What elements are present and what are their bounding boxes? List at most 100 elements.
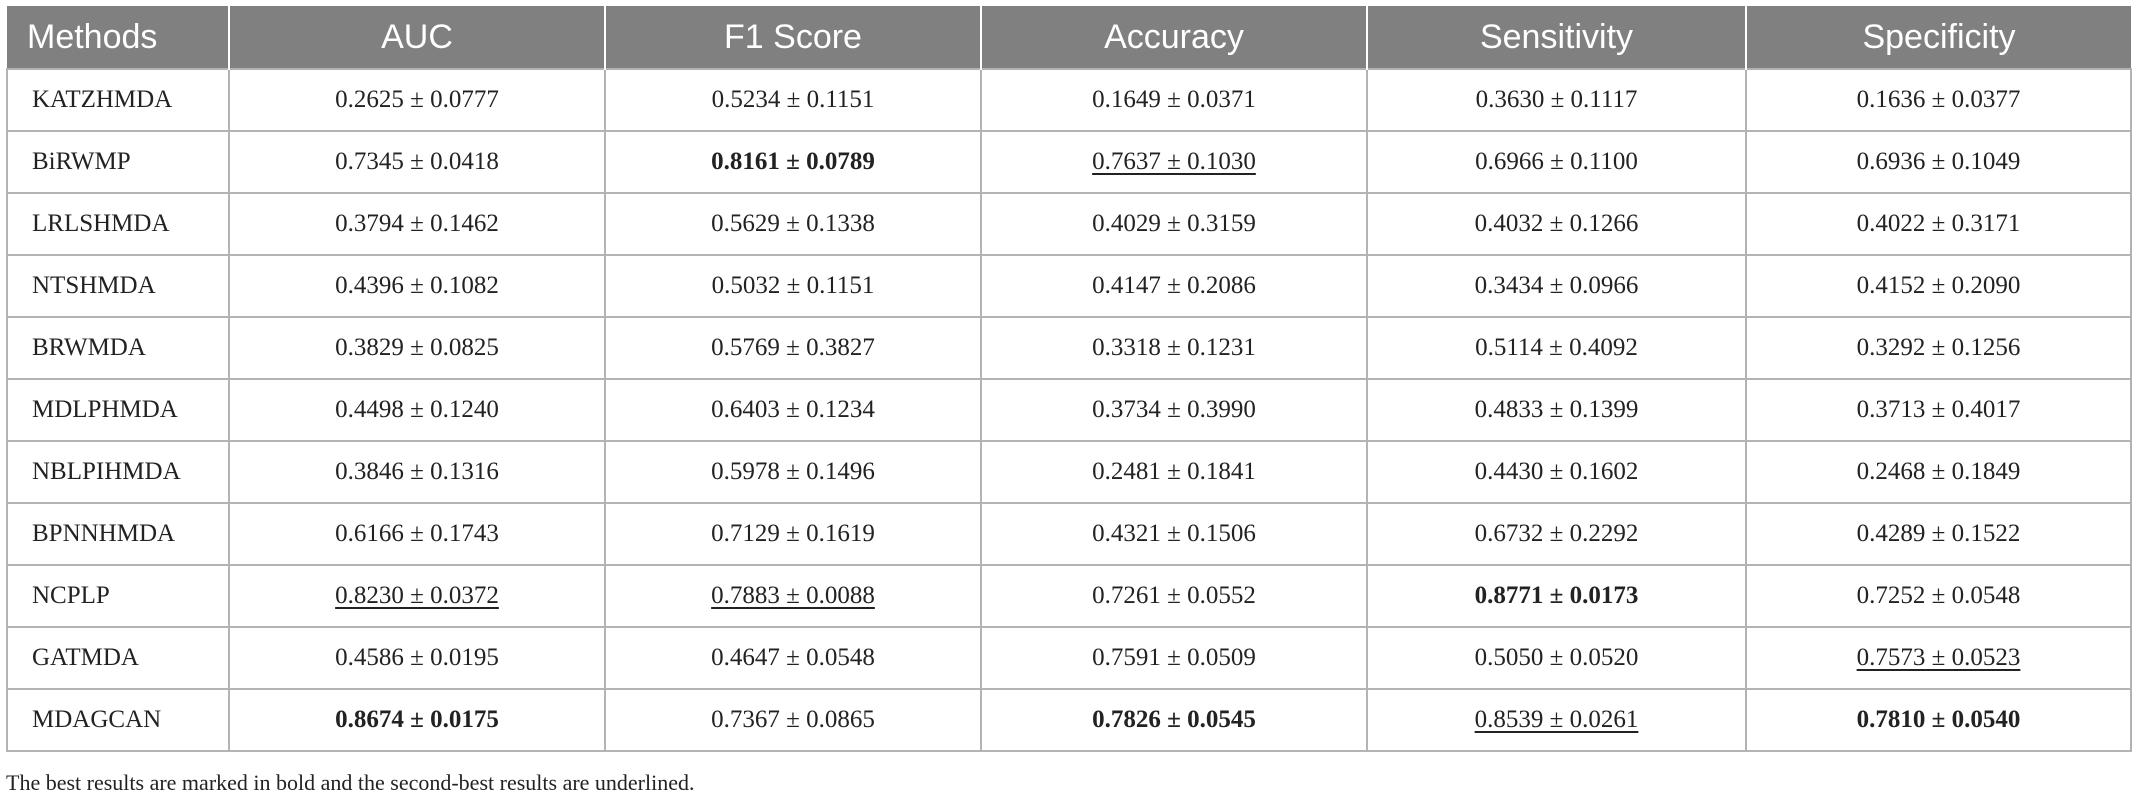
- accuracy-cell: 0.2481 ± 0.1841: [980, 440, 1368, 504]
- method-name-cell: MDLPHMDA: [6, 378, 230, 442]
- auc-value: 0.8674 ± 0.0175: [335, 706, 499, 733]
- sensitivity-cell: 0.8539 ± 0.0261: [1366, 688, 1747, 752]
- accuracy-cell: 0.3734 ± 0.3990: [980, 378, 1368, 442]
- auc-value: 0.4586 ± 0.0195: [335, 644, 499, 671]
- f1-score-cell: 0.5234 ± 0.1151: [604, 68, 982, 132]
- accuracy-value: 0.4147 ± 0.2086: [1092, 272, 1256, 299]
- sensitivity-cell: 0.4833 ± 0.1399: [1366, 378, 1747, 442]
- header-specificity: Specificity: [1745, 6, 2131, 69]
- specificity-cell: 0.4289 ± 0.1522: [1745, 502, 2132, 566]
- sensitivity-cell: 0.3630 ± 0.1117: [1366, 68, 1747, 132]
- accuracy-cell: 0.7591 ± 0.0509: [980, 626, 1368, 690]
- accuracy-value: 0.7261 ± 0.0552: [1092, 582, 1256, 609]
- specificity-value: 0.4289 ± 0.1522: [1856, 520, 2021, 547]
- sensitivity-value: 0.3630 ± 0.1117: [1475, 86, 1638, 113]
- accuracy-value: 0.3318 ± 0.1231: [1092, 334, 1256, 361]
- table-row: NCPLP 0.8230 ± 0.0372 0.7883 ± 0.0088 0.726…: [6, 564, 2132, 628]
- f1-score-value: 0.7883 ± 0.0088: [711, 582, 875, 609]
- accuracy-value: 0.7826 ± 0.0545: [1092, 706, 1256, 733]
- specificity-cell: 0.7573 ± 0.0523: [1745, 626, 2132, 690]
- auc-value: 0.3846 ± 0.1316: [335, 458, 499, 485]
- sensitivity-cell: 0.5050 ± 0.0520: [1366, 626, 1747, 690]
- sensitivity-value: 0.4032 ± 0.1266: [1474, 210, 1639, 237]
- accuracy-cell: 0.4321 ± 0.1506: [980, 502, 1368, 566]
- auc-cell: 0.3846 ± 0.1316: [228, 440, 606, 504]
- table-header: Methods AUC F1 Score Accuracy Sensitivit…: [7, 6, 2131, 69]
- specificity-cell: 0.7252 ± 0.0548: [1745, 564, 2132, 628]
- sensitivity-cell: 0.4032 ± 0.1266: [1366, 192, 1747, 256]
- specificity-value: 0.7252 ± 0.0548: [1856, 582, 2021, 609]
- header-accuracy: Accuracy: [980, 6, 1367, 69]
- method-name-cell: BPNNHMDA: [6, 502, 230, 566]
- sensitivity-value: 0.6966 ± 0.1100: [1475, 148, 1638, 175]
- auc-cell: 0.3829 ± 0.0825: [228, 316, 606, 380]
- f1-score-value: 0.7367 ± 0.0865: [711, 706, 875, 733]
- table-row: BiRWMP 0.7345 ± 0.0418 0.8161 ± 0.0789 0.76…: [6, 130, 2132, 194]
- sensitivity-cell: 0.3434 ± 0.0966: [1366, 254, 1747, 318]
- sensitivity-value: 0.3434 ± 0.0966: [1474, 272, 1639, 299]
- accuracy-cell: 0.3318 ± 0.1231: [980, 316, 1368, 380]
- auc-cell: 0.4396 ± 0.1082: [228, 254, 606, 318]
- auc-value: 0.3829 ± 0.0825: [335, 334, 499, 361]
- results-table-container: Methods AUC F1 Score Accuracy Sensitivit…: [6, 6, 2132, 752]
- sensitivity-value: 0.4833 ± 0.1399: [1474, 396, 1639, 423]
- f1-score-cell: 0.5032 ± 0.1151: [604, 254, 982, 318]
- table-row: NTSHMDA 0.4396 ± 0.1082 0.5032 ± 0.1151 0.4…: [6, 254, 2132, 318]
- specificity-cell: 0.4152 ± 0.2090: [1745, 254, 2132, 318]
- table-body: KATZHMDA 0.2625 ± 0.0777 0.5234 ± 0.1151 0.…: [6, 68, 2132, 752]
- f1-score-cell: 0.7367 ± 0.0865: [604, 688, 982, 752]
- auc-cell: 0.7345 ± 0.0418: [228, 130, 606, 194]
- method-name-cell: NBLPIHMDA: [6, 440, 230, 504]
- accuracy-value: 0.1649 ± 0.0371: [1092, 86, 1256, 113]
- auc-value: 0.3794 ± 0.1462: [335, 210, 499, 237]
- method-name-cell: BiRWMP: [6, 130, 230, 194]
- sensitivity-value: 0.5114 ± 0.4092: [1475, 334, 1638, 361]
- accuracy-cell: 0.7826 ± 0.0545: [980, 688, 1368, 752]
- f1-score-value: 0.5629 ± 0.1338: [711, 210, 875, 237]
- specificity-cell: 0.3292 ± 0.1256: [1745, 316, 2132, 380]
- auc-value: 0.2625 ± 0.0777: [335, 86, 499, 113]
- f1-score-cell: 0.4647 ± 0.0548: [604, 626, 982, 690]
- method-name-cell: NTSHMDA: [6, 254, 230, 318]
- f1-score-value: 0.7129 ± 0.1619: [711, 520, 875, 547]
- method-name-cell: BRWMDA: [6, 316, 230, 380]
- f1-score-cell: 0.8161 ± 0.0789: [604, 130, 982, 194]
- table-row: GATMDA 0.4586 ± 0.0195 0.4647 ± 0.0548 0.75…: [6, 626, 2132, 690]
- f1-score-cell: 0.5629 ± 0.1338: [604, 192, 982, 256]
- sensitivity-cell: 0.4430 ± 0.1602: [1366, 440, 1747, 504]
- auc-cell: 0.4498 ± 0.1240: [228, 378, 606, 442]
- accuracy-cell: 0.7637 ± 0.1030: [980, 130, 1368, 194]
- auc-cell: 0.2625 ± 0.0777: [228, 68, 606, 132]
- f1-score-value: 0.8161 ± 0.0789: [711, 148, 875, 175]
- method-name-cell: KATZHMDA: [6, 68, 230, 132]
- table-row: MDAGCAN 0.8674 ± 0.0175 0.7367 ± 0.0865 0.7…: [6, 688, 2132, 752]
- f1-score-cell: 0.5769 ± 0.3827: [604, 316, 982, 380]
- auc-value: 0.4396 ± 0.1082: [335, 272, 499, 299]
- accuracy-value: 0.4321 ± 0.1506: [1092, 520, 1256, 547]
- auc-cell: 0.3794 ± 0.1462: [228, 192, 606, 256]
- specificity-cell: 0.3713 ± 0.4017: [1745, 378, 2132, 442]
- table-row: KATZHMDA 0.2625 ± 0.0777 0.5234 ± 0.1151 0.…: [6, 68, 2132, 132]
- f1-score-value: 0.5769 ± 0.3827: [711, 334, 875, 361]
- specificity-cell: 0.4022 ± 0.3171: [1745, 192, 2132, 256]
- f1-score-cell: 0.6403 ± 0.1234: [604, 378, 982, 442]
- sensitivity-cell: 0.8771 ± 0.0173: [1366, 564, 1747, 628]
- results-table: Methods AUC F1 Score Accuracy Sensitivit…: [6, 6, 2132, 752]
- table-row: BRWMDA 0.3829 ± 0.0825 0.5769 ± 0.3827 0.33…: [6, 316, 2132, 380]
- f1-score-cell: 0.7129 ± 0.1619: [604, 502, 982, 566]
- sensitivity-value: 0.8539 ± 0.0261: [1474, 706, 1639, 733]
- sensitivity-cell: 0.6732 ± 0.2292: [1366, 502, 1747, 566]
- specificity-value: 0.4152 ± 0.2090: [1856, 272, 2021, 299]
- f1-score-value: 0.5978 ± 0.1496: [711, 458, 875, 485]
- method-name-cell: LRLSHMDA: [6, 192, 230, 256]
- specificity-value: 0.7573 ± 0.0523: [1856, 644, 2021, 671]
- table-row: NBLPIHMDA 0.3846 ± 0.1316 0.5978 ± 0.1496 0…: [6, 440, 2132, 504]
- table-footnote: The best results are marked in bold and …: [6, 770, 695, 795]
- header-sensitivity: Sensitivity: [1366, 6, 1746, 69]
- specificity-cell: 0.2468 ± 0.1849: [1745, 440, 2132, 504]
- sensitivity-value: 0.6732 ± 0.2292: [1474, 520, 1639, 547]
- auc-value: 0.4498 ± 0.1240: [335, 396, 499, 423]
- auc-cell: 0.4586 ± 0.0195: [228, 626, 606, 690]
- specificity-cell: 0.6936 ± 0.1049: [1745, 130, 2132, 194]
- sensitivity-value: 0.5050 ± 0.0520: [1474, 644, 1639, 671]
